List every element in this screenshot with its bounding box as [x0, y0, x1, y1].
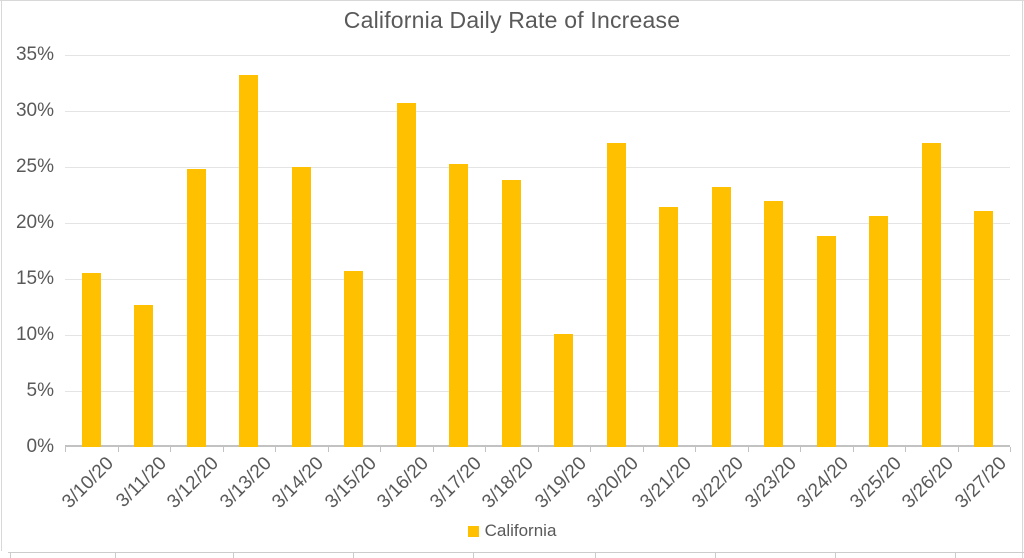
chart-border-left	[1, 0, 2, 551]
legend-label: California	[484, 521, 557, 540]
axis-tick	[65, 447, 66, 452]
spreadsheet-tick	[955, 553, 956, 558]
bar[interactable]	[397, 103, 416, 447]
axis-tick	[958, 447, 959, 452]
axis-tick	[275, 447, 276, 452]
axis-tick	[328, 447, 329, 452]
gridline	[65, 335, 1010, 336]
y-tick-label[interactable]: 5%	[26, 380, 54, 401]
axis-tick	[170, 447, 171, 452]
axis-tick	[1010, 447, 1011, 452]
x-axis-line	[65, 445, 1010, 447]
gridline	[65, 391, 1010, 392]
bar[interactable]	[974, 211, 993, 447]
bar[interactable]	[134, 305, 153, 447]
axis-tick	[643, 447, 644, 452]
bar[interactable]	[82, 273, 101, 447]
gridline	[65, 167, 1010, 168]
y-tick-label[interactable]: 0%	[26, 436, 54, 457]
axis-tick	[905, 447, 906, 452]
axis-tick	[380, 447, 381, 452]
gridline	[65, 279, 1010, 280]
legend-swatch-icon	[467, 525, 479, 537]
bar[interactable]	[659, 207, 678, 447]
y-tick-label[interactable]: 30%	[15, 100, 54, 121]
spreadsheet-tick	[595, 553, 596, 558]
axis-tick	[433, 447, 434, 452]
bar[interactable]	[344, 271, 363, 447]
spreadsheet-tick	[353, 553, 354, 558]
spreadsheet-tick	[233, 553, 234, 558]
bar[interactable]	[607, 143, 626, 447]
axis-tick	[223, 447, 224, 452]
axis-tick	[853, 447, 854, 452]
gridline	[65, 223, 1010, 224]
spreadsheet-tick	[10, 553, 11, 558]
bar[interactable]	[239, 75, 258, 447]
legend[interactable]: California	[0, 521, 1024, 540]
plot-area	[65, 55, 1011, 452]
axis-tick	[485, 447, 486, 452]
bar[interactable]	[817, 236, 836, 447]
gridline	[65, 55, 1010, 56]
bar[interactable]	[187, 169, 206, 447]
axis-tick	[695, 447, 696, 452]
spreadsheet-grid-line	[8, 552, 1024, 553]
bar[interactable]	[502, 180, 521, 447]
bar[interactable]	[922, 143, 941, 447]
axis-tick	[538, 447, 539, 452]
spreadsheet-tick	[835, 553, 836, 558]
bar[interactable]	[869, 216, 888, 447]
axis-tick	[748, 447, 749, 452]
axis-tick	[118, 447, 119, 452]
chart-border-top	[0, 0, 1024, 1]
spreadsheet-tick	[715, 553, 716, 558]
gridline	[65, 111, 1010, 112]
axis-tick	[800, 447, 801, 452]
y-tick-label[interactable]: 35%	[15, 44, 54, 65]
bar[interactable]	[764, 201, 783, 447]
bar[interactable]	[554, 334, 573, 447]
spreadsheet-tick	[115, 553, 116, 558]
axis-tick	[590, 447, 591, 452]
bar[interactable]	[292, 167, 311, 447]
chart-title[interactable]: California Daily Rate of Increase	[343, 7, 681, 33]
y-tick-label[interactable]: 10%	[15, 324, 54, 345]
y-tick-label[interactable]: 20%	[15, 212, 54, 233]
bar[interactable]	[449, 164, 468, 447]
spreadsheet-tick	[473, 553, 474, 558]
y-tick-label[interactable]: 25%	[15, 156, 54, 177]
bar[interactable]	[712, 187, 731, 447]
chart-border-right	[1022, 0, 1023, 558]
y-tick-label[interactable]: 15%	[15, 268, 54, 289]
